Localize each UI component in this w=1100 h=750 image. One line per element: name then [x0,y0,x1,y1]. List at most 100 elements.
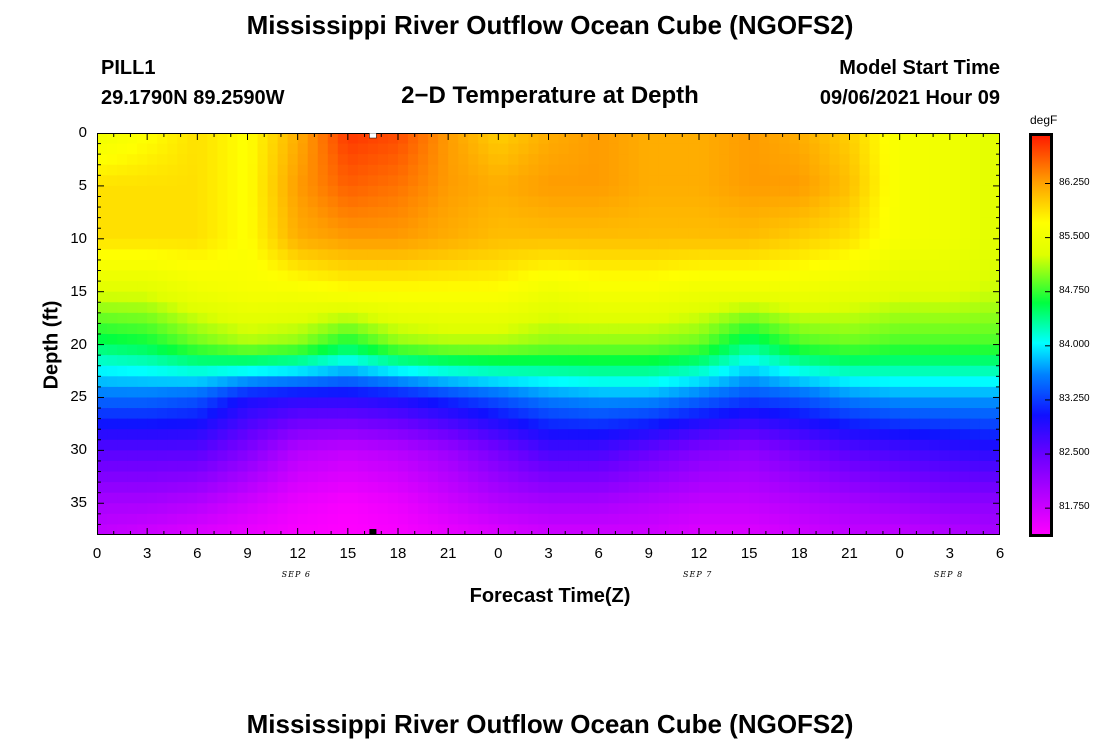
heatmap-cell [247,228,259,240]
heatmap-cell [277,228,289,240]
heatmap-cell [518,386,530,399]
heatmap-cell [789,513,800,526]
heatmap-cell [468,355,479,367]
heatmap-cell [418,164,429,176]
heatmap-cell [668,270,680,282]
heatmap-cell [207,471,218,483]
heatmap-cell [147,154,158,166]
heatmap-cell [197,291,208,303]
heatmap-cell [398,524,409,535]
heatmap-cell [297,154,309,166]
heatmap-cell [297,355,309,367]
heatmap-cell [779,228,790,240]
heatmap-cell [829,429,841,441]
heatmap-cell [488,365,499,377]
heatmap-cell [558,259,570,272]
heatmap-cell [347,503,359,515]
heatmap-cell [528,482,540,494]
heatmap-cell [107,482,118,494]
y-tick-label: 35 [70,494,87,512]
heatmap-cell [257,460,269,473]
heatmap-cell [357,376,369,388]
heatmap-cell [648,429,660,441]
heatmap-cell [719,281,730,293]
heatmap-cell [879,376,891,388]
heatmap-cell [498,450,509,462]
heatmap-cell [257,397,269,409]
heatmap-cell [598,492,610,504]
heatmap-cell [869,185,881,198]
heatmap-cell [819,439,831,451]
heatmap-cell [458,429,469,441]
heatmap-cell [769,154,780,166]
heatmap-cell [779,270,790,282]
heatmap-cell [949,334,961,346]
heatmap-cell [799,492,810,504]
heatmap-cell [819,238,831,250]
heatmap-cell [769,376,780,388]
heatmap-cell [779,259,790,272]
heatmap-cell [759,503,770,515]
heatmap-cell [478,524,489,535]
heatmap-cell [879,524,891,535]
heatmap-cell [759,471,770,483]
heatmap-cell [799,344,810,356]
heatmap-cell [458,143,469,155]
heatmap-cell [859,365,871,377]
heatmap-cell [859,376,871,388]
heatmap-cell [909,281,921,293]
heatmap-cell [528,524,540,535]
heatmap-cell [989,418,1000,430]
heatmap-cell [558,291,570,303]
heatmap-cell [357,429,369,441]
heatmap-cell [367,344,379,356]
model-start-label: Model Start Time [839,57,1000,79]
heatmap-cell [418,439,429,451]
heatmap-cell [598,376,610,388]
heatmap-cell [949,408,961,420]
heatmap-cell [839,418,851,430]
heatmap-cell [377,513,389,526]
colorbar-gradient [1029,133,1053,537]
heatmap-cell [749,492,760,504]
heatmap-cell [749,270,760,282]
heatmap-cell [247,418,259,430]
heatmap-cell [337,334,349,346]
heatmap-cell [729,482,740,494]
heatmap-cell [819,143,831,155]
day-label: SEP 6 [281,570,311,579]
heatmap-cell [879,355,891,367]
heatmap-cell [739,418,750,430]
heatmap-cell [367,439,379,451]
heatmap-cell [277,344,289,356]
heatmap-cell [588,334,600,346]
heatmap-cell [668,471,680,483]
heatmap-cell [187,249,198,261]
heatmap-cell [658,302,670,314]
heatmap-cell [398,365,409,377]
heatmap-cell [287,175,299,187]
heatmap-cell [167,154,178,166]
heatmap-cell [749,249,760,261]
heatmap-cell [729,460,740,473]
heatmap-cell [889,492,901,504]
heatmap-cell [247,492,259,504]
heatmap-cell [658,503,670,515]
heatmap-cell [538,185,550,198]
heatmap-cell [167,376,178,388]
heatmap-cell [207,238,218,250]
heatmap-cell [408,270,419,282]
heatmap-cell [789,334,800,346]
heatmap-cell [869,439,881,451]
heatmap-cell [518,471,530,483]
heatmap-cell [558,397,570,409]
heatmap-cell [468,344,479,356]
heatmap-cell [769,334,780,346]
heatmap-cell [197,344,208,356]
heatmap-cell [638,365,650,377]
heatmap-cell [538,133,550,145]
heatmap-cell [979,355,991,367]
heatmap-cell [709,207,720,219]
heatmap-cell [177,154,188,166]
heatmap-cell [979,513,991,526]
